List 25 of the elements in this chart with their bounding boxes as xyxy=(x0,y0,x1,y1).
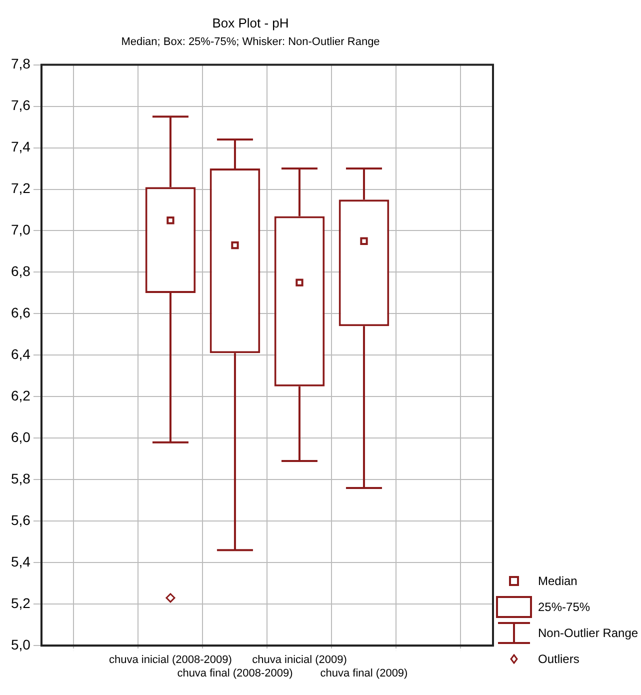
y-tick-label: 7,4 xyxy=(10,138,31,155)
x-tick-label: chuva final (2008-2009) xyxy=(177,667,293,680)
y-tick-label: 7,8 xyxy=(10,56,31,72)
text: 25%-75% xyxy=(538,600,590,614)
y-tick-label: 5,0 xyxy=(10,636,31,652)
y-tick-label: 6,4 xyxy=(10,346,31,362)
y-tick-label: 7,2 xyxy=(10,180,31,196)
text: Median xyxy=(538,574,578,588)
y-tick-label: 6,2 xyxy=(10,388,31,404)
y-tick-label: 5,6 xyxy=(10,512,31,528)
y-tick-label: 7,6 xyxy=(10,97,31,114)
text: Non-Outlier Range xyxy=(538,626,638,640)
chart-title: Box Plot - pH xyxy=(212,15,289,30)
x-tick-label: chuva inicial (2008-2009) xyxy=(109,654,232,666)
y-tick-label: 6,0 xyxy=(10,429,31,446)
y-tick-label: 5,4 xyxy=(10,553,31,570)
text: Outliers xyxy=(538,652,580,666)
y-tick-label: 6,8 xyxy=(10,263,31,280)
y-tick-label: 5,2 xyxy=(10,594,31,611)
x-tick-label: chuva inicial (2009) xyxy=(252,654,347,666)
y-tick-label: 6,6 xyxy=(10,304,31,321)
x-tick-label: chuva final (2009) xyxy=(320,667,408,680)
y-tick-label: 5,8 xyxy=(10,470,31,487)
y-tick-label: 7,0 xyxy=(10,222,31,238)
chart-subtitle: Median; Box: 25%-75%; Whisker: Non-Outlier Range xyxy=(121,36,380,48)
